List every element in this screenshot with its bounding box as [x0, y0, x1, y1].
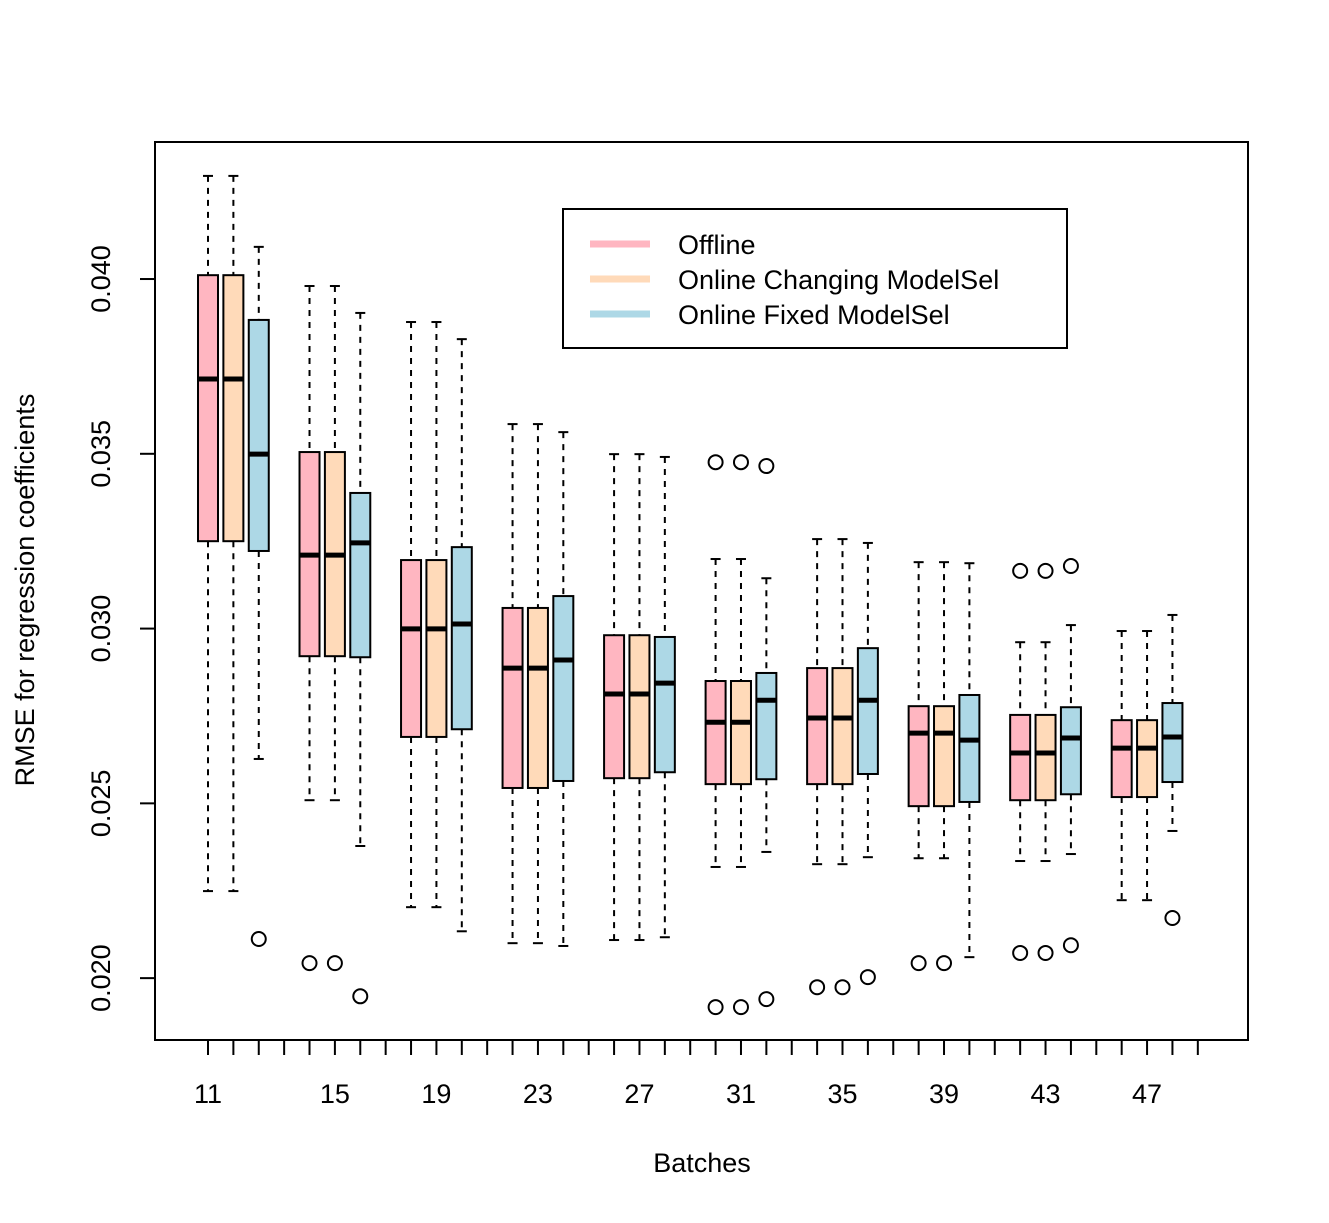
box: [1110, 719, 1133, 799]
box: [755, 671, 778, 781]
box: [1161, 702, 1184, 784]
box: [806, 667, 829, 786]
box: [425, 559, 448, 738]
outlier: [1012, 944, 1029, 961]
y-tick-label: 0.025: [86, 770, 116, 838]
y-axis-label: RMSE for regression coefficients: [10, 394, 40, 787]
box: [247, 318, 270, 552]
box: [501, 606, 524, 789]
outlier: [732, 999, 749, 1016]
x-tick-label: 39: [929, 1079, 959, 1109]
x-tick-label: 31: [726, 1079, 756, 1109]
outlier: [250, 930, 267, 947]
outlier: [1164, 910, 1181, 927]
x-tick-label: 19: [421, 1079, 451, 1109]
x-tick-label: 11: [194, 1079, 222, 1109]
legend-label: Online Changing ModelSel: [678, 265, 999, 295]
outlier: [326, 955, 343, 972]
outlier: [910, 955, 927, 972]
box: [1034, 713, 1057, 802]
x-tick-label: 23: [523, 1079, 553, 1109]
x-tick-label: 43: [1031, 1079, 1061, 1109]
outlier: [1012, 562, 1029, 579]
outlier: [707, 999, 724, 1016]
box: [958, 693, 981, 803]
outlier: [1037, 944, 1054, 961]
box: [552, 595, 575, 782]
x-tick-label: 27: [624, 1079, 654, 1109]
box: [1136, 719, 1159, 799]
outlier: [936, 955, 953, 972]
plot-frame: [154, 141, 1249, 1041]
y-tick-label: 0.020: [86, 944, 116, 1012]
box: [1059, 706, 1082, 796]
outlier: [352, 988, 369, 1005]
x-tick-label: 35: [827, 1079, 857, 1109]
outlier: [834, 979, 851, 996]
outlier: [758, 991, 775, 1008]
outlier: [809, 979, 826, 996]
box: [704, 680, 727, 786]
y-tick-label: 0.040: [86, 245, 116, 313]
box: [933, 705, 956, 808]
box: [1009, 713, 1032, 802]
outlier: [301, 955, 318, 972]
x-tick-label: 15: [320, 1079, 350, 1109]
outlier: [732, 454, 749, 471]
outlier: [1037, 562, 1054, 579]
legend-label: Offline: [678, 230, 756, 260]
box: [628, 634, 651, 780]
outlier: [1062, 937, 1079, 954]
x-tick-label: 47: [1132, 1079, 1162, 1109]
box: [831, 667, 854, 786]
legend-label: Online Fixed ModelSel: [678, 300, 950, 330]
box: [729, 680, 752, 786]
box: [856, 647, 879, 775]
box: [349, 491, 372, 659]
box: [907, 705, 930, 808]
x-axis-label: Batches: [653, 1148, 751, 1178]
box: [400, 559, 423, 738]
outlier: [859, 969, 876, 986]
box: [653, 635, 676, 774]
y-tick-label: 0.035: [86, 420, 116, 488]
box: [603, 634, 626, 780]
outlier: [1062, 558, 1079, 575]
box: [222, 274, 245, 543]
box: [450, 546, 473, 731]
box: [526, 606, 549, 789]
outlier: [758, 458, 775, 475]
outlier: [707, 454, 724, 471]
y-tick-label: 0.030: [86, 595, 116, 663]
box: [197, 274, 219, 543]
